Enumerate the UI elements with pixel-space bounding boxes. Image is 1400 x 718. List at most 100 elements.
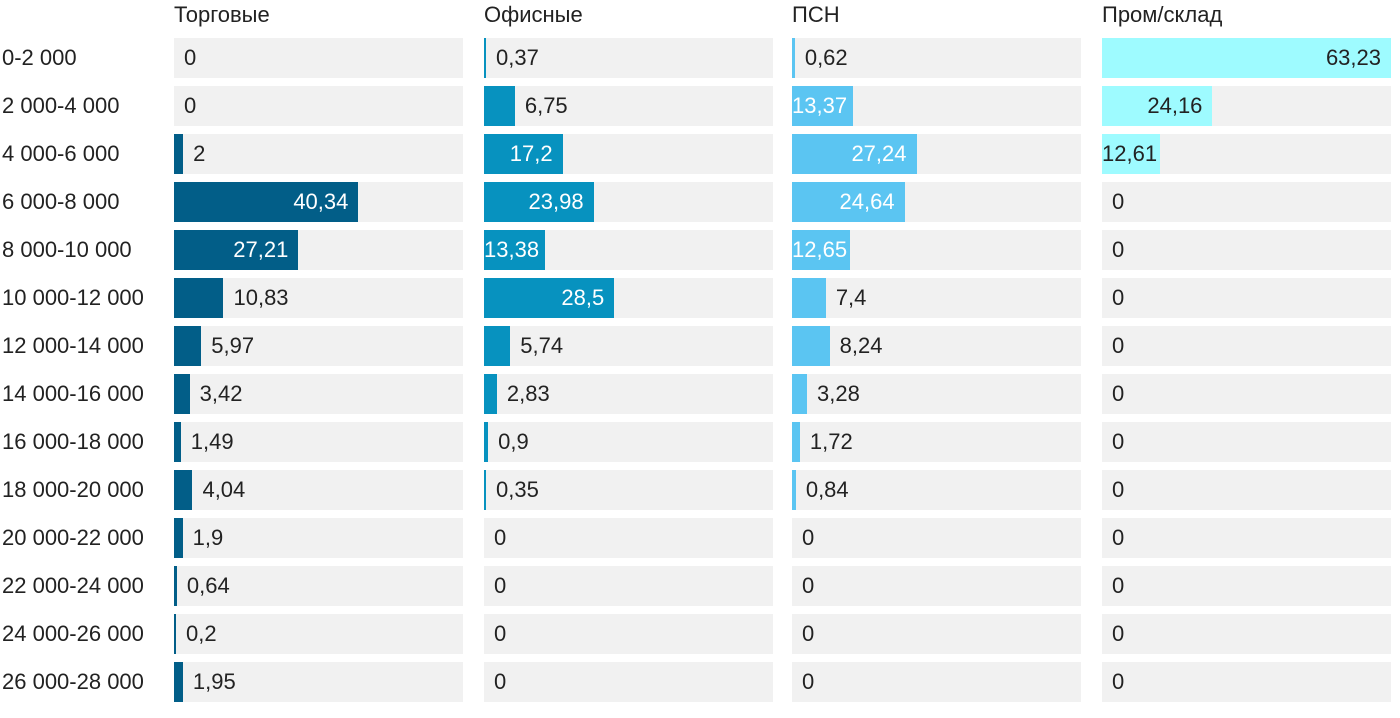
bar xyxy=(484,134,563,174)
bar xyxy=(792,278,826,318)
bar xyxy=(1102,38,1391,78)
data-label: 3,28 xyxy=(816,381,860,406)
bar xyxy=(484,326,511,366)
bar-track: 12,65 xyxy=(792,230,1081,270)
data-label: 0,9 xyxy=(498,429,529,454)
data-label: 0 xyxy=(1112,285,1125,310)
bar xyxy=(174,470,193,510)
bar-track: 0 xyxy=(792,518,1081,558)
bar xyxy=(484,278,615,318)
bar-track: 40,34 xyxy=(174,182,463,222)
bar xyxy=(1102,86,1213,126)
bar xyxy=(174,278,224,318)
data-label: 0,2 xyxy=(186,621,217,646)
category-label: 2 000-4 000 xyxy=(2,93,120,118)
bar-track: 1,95 xyxy=(174,662,463,702)
bar-track: 0 xyxy=(1102,230,1391,270)
bar-track: 13,38 xyxy=(484,230,773,270)
bar xyxy=(792,38,795,78)
data-label: 5,97 xyxy=(211,333,255,358)
bar-track: 0 xyxy=(174,38,463,78)
bar xyxy=(792,86,854,126)
category-label: 18 000-20 000 xyxy=(2,477,144,502)
data-label: 0 xyxy=(184,45,197,70)
bar xyxy=(174,182,359,222)
category-label: 0-2 000 xyxy=(2,45,77,70)
data-label: 0 xyxy=(1112,573,1125,598)
bar xyxy=(792,470,796,510)
bar-track: 0 xyxy=(792,614,1081,654)
data-label: 6,75 xyxy=(524,93,568,118)
data-label: 0 xyxy=(494,621,507,646)
bar-track: 7,4 xyxy=(792,278,1081,318)
bar xyxy=(792,182,905,222)
bar xyxy=(174,374,190,414)
bar-track: 27,21 xyxy=(174,230,463,270)
bar-track: 0 xyxy=(1102,374,1391,414)
bar-track: 17,2 xyxy=(484,134,773,174)
data-label: 0 xyxy=(802,669,815,694)
bar-track: 0 xyxy=(1102,566,1391,606)
bar xyxy=(174,422,181,462)
data-label: 13,38 xyxy=(484,237,540,262)
bar-track: 0 xyxy=(484,518,773,558)
series-title: Торговые xyxy=(174,2,270,27)
bar-track: 24,16 xyxy=(1102,86,1391,126)
data-label: 0 xyxy=(1112,189,1125,214)
bar-track: 1,49 xyxy=(174,422,463,462)
category-label: 26 000-28 000 xyxy=(2,669,144,694)
data-label: 24,64 xyxy=(839,189,895,214)
data-label: 0 xyxy=(494,525,507,550)
series-title: Пром/склад xyxy=(1102,2,1223,27)
category-label: 10 000-12 000 xyxy=(2,285,144,310)
bar-track: 10,83 xyxy=(174,278,463,318)
bar-track: 3,28 xyxy=(792,374,1081,414)
category-label: 12 000-14 000 xyxy=(2,333,144,358)
bar-track: 1,72 xyxy=(792,422,1081,462)
bar-track: 12,61 xyxy=(1102,134,1391,174)
bar-track: 0 xyxy=(792,566,1081,606)
bar xyxy=(174,326,202,366)
bar-track: 0 xyxy=(1102,614,1391,654)
bar-track: 63,23 xyxy=(1102,38,1391,78)
data-label: 10,83 xyxy=(233,285,289,310)
bar-track: 3,42 xyxy=(174,374,463,414)
bar xyxy=(484,374,497,414)
data-label: 1,49 xyxy=(190,429,234,454)
data-label: 5,74 xyxy=(520,333,564,358)
data-label: 0 xyxy=(802,621,815,646)
bar-track: 2,83 xyxy=(484,374,773,414)
category-label: 14 000-16 000 xyxy=(2,381,144,406)
bar xyxy=(1102,134,1160,174)
data-label: 12,61 xyxy=(1102,141,1158,166)
bar xyxy=(174,134,184,174)
bar-track: 0 xyxy=(484,662,773,702)
bar xyxy=(484,182,594,222)
category-label: 8 000-10 000 xyxy=(2,237,132,262)
bar xyxy=(484,470,486,510)
data-label: 63,23 xyxy=(1325,45,1381,70)
data-label: 28,5 xyxy=(561,285,605,310)
data-label: 0 xyxy=(802,525,815,550)
bar-track: 0 xyxy=(1102,518,1391,558)
data-label: 40,34 xyxy=(293,189,349,214)
data-label: 13,37 xyxy=(792,93,848,118)
series-title: ПСН xyxy=(792,2,840,27)
bar xyxy=(174,230,299,270)
bar-track: 0,64 xyxy=(174,566,463,606)
data-label: 3,42 xyxy=(199,381,243,406)
bar-track: 0,2 xyxy=(174,614,463,654)
data-label: 0 xyxy=(1112,621,1125,646)
bar-track: 23,98 xyxy=(484,182,773,222)
data-label: 0 xyxy=(184,93,197,118)
bar xyxy=(484,38,486,78)
bar xyxy=(792,374,807,414)
data-label: 0,62 xyxy=(804,45,848,70)
series-title: Офисные xyxy=(484,2,583,27)
data-label: 0,37 xyxy=(496,45,539,70)
bar xyxy=(484,86,515,126)
data-label: 0 xyxy=(802,573,815,598)
bar xyxy=(792,326,830,366)
data-label: 0 xyxy=(494,573,507,598)
data-label: 0,35 xyxy=(496,477,539,502)
